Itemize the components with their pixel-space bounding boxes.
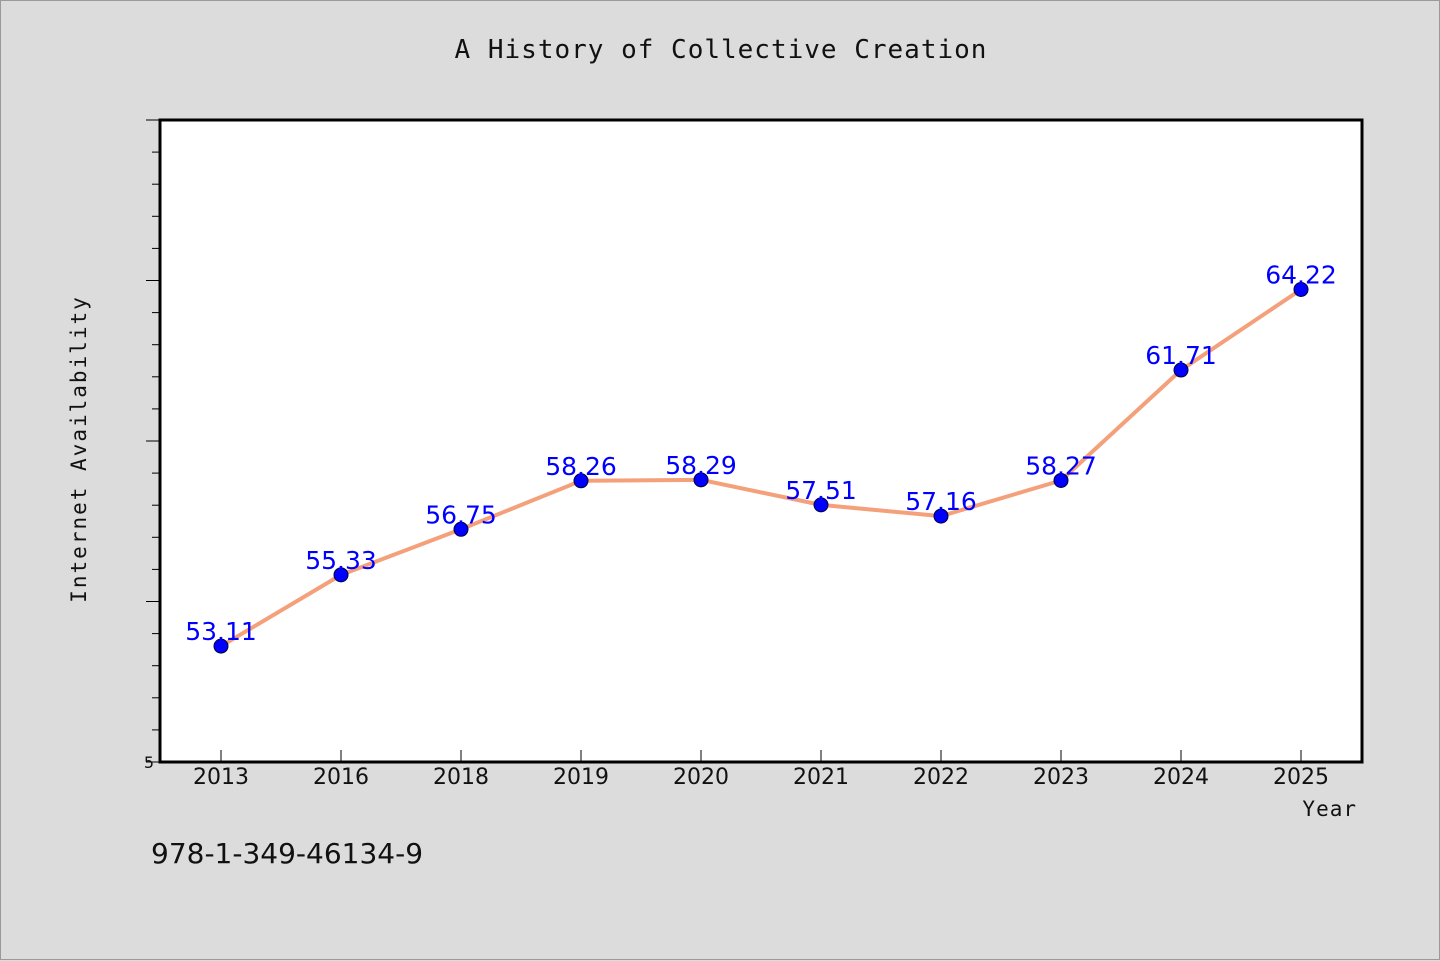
data-label: 57.51 bbox=[785, 476, 857, 505]
data-point bbox=[933, 508, 949, 524]
data-point bbox=[573, 473, 589, 489]
data-label: 53.11 bbox=[185, 617, 257, 646]
data-label: 56.75 bbox=[425, 500, 497, 529]
series-group bbox=[213, 281, 1309, 654]
data-labels-group: 53.11 55.33 56.75 58.26 58.29 57.51 57.16 58.27… bbox=[185, 260, 1337, 646]
data-point bbox=[1173, 362, 1189, 378]
data-point bbox=[1053, 472, 1069, 488]
isbn-text: 978-1-349-46134-9 bbox=[151, 837, 424, 870]
x-axis-ticks: 2013 2016 2018 2019 2020 2021 2022 2023 2024 2025 bbox=[193, 750, 1329, 790]
x-tick-label: 2019 bbox=[553, 765, 609, 790]
data-label: 64.22 bbox=[1265, 260, 1337, 289]
data-point bbox=[333, 567, 349, 583]
x-tick-label: 2022 bbox=[913, 765, 969, 790]
data-label: 58.27 bbox=[1025, 451, 1097, 480]
x-tick-label: 2023 bbox=[1033, 765, 1089, 790]
y-axis-ticks: 5 bbox=[144, 119, 160, 772]
series-line bbox=[219, 287, 1303, 649]
plot-area bbox=[158, 118, 1364, 764]
data-point bbox=[813, 497, 829, 513]
x-tick-label: 2020 bbox=[673, 765, 729, 790]
data-point bbox=[453, 521, 469, 537]
data-point bbox=[213, 638, 229, 654]
data-label: 61.71 bbox=[1145, 341, 1217, 370]
x-tick-label: 2025 bbox=[1273, 765, 1329, 790]
x-axis-label: Year bbox=[1302, 797, 1357, 821]
x-tick-label: 2016 bbox=[313, 765, 369, 790]
x-tick-label: 2024 bbox=[1153, 765, 1209, 790]
data-label: 58.29 bbox=[665, 451, 737, 480]
y-tick-label: 5 bbox=[144, 753, 154, 772]
chart-title: A History of Collective Creation bbox=[454, 35, 988, 65]
data-point bbox=[693, 472, 709, 488]
data-label: 57.16 bbox=[905, 487, 977, 516]
x-tick-label: 2021 bbox=[793, 765, 849, 790]
data-label: 58.26 bbox=[545, 452, 617, 481]
data-point bbox=[1293, 281, 1309, 297]
data-label: 55.33 bbox=[305, 546, 377, 575]
x-tick-label: 2013 bbox=[193, 765, 249, 790]
x-tick-label: 2018 bbox=[433, 765, 489, 790]
